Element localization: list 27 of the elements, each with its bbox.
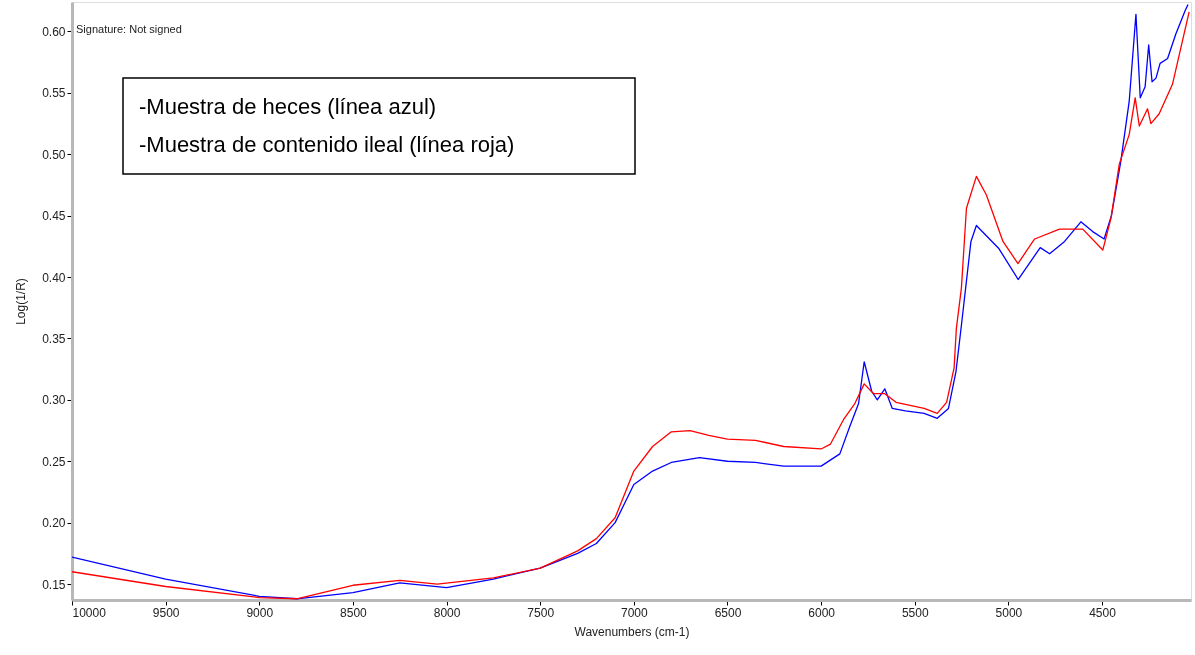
x-tick-label: 6000 (808, 605, 836, 620)
y-tick-label: 0.55 (42, 86, 66, 101)
x-tick-label: 7500 (527, 605, 555, 620)
x-tick-label: 6500 (714, 605, 742, 620)
annotation: Signature: Not signed (76, 23, 182, 35)
x-tick-label: 5500 (901, 605, 929, 620)
y-tick-label: 0.25 (42, 454, 66, 469)
x-tick-label: 4500 (1089, 605, 1117, 620)
x-axis-title: Wavenumbers (cm-1) (574, 624, 690, 639)
y-tick-label: 0.40 (42, 270, 66, 285)
y-tick-label: 0.15 (42, 577, 66, 592)
y-tick-label: 0.50 (42, 147, 66, 162)
annotation: -Muestra de heces (línea azul) (139, 94, 437, 119)
x-tick-label: 8000 (433, 605, 461, 620)
annotation: -Muestra de contenido ileal (línea roja) (139, 132, 515, 157)
x-tick-label: 5000 (995, 605, 1023, 620)
y-tick-label: 0.30 (42, 393, 66, 408)
x-tick-label: 9000 (246, 605, 274, 620)
y-axis-title: Log(1/R) (14, 278, 29, 325)
x-tick-label: 8500 (340, 605, 368, 620)
y-tick-label: 0.60 (42, 24, 66, 39)
y-tick-label: 0.45 (42, 209, 66, 224)
y-tick-label: 0.20 (42, 516, 66, 531)
x-tick-label: 9500 (152, 605, 180, 620)
x-tick-label: 10000 (72, 605, 107, 620)
x-tick-label: 7000 (620, 605, 649, 620)
y-tick-label: 0.35 (42, 331, 66, 346)
